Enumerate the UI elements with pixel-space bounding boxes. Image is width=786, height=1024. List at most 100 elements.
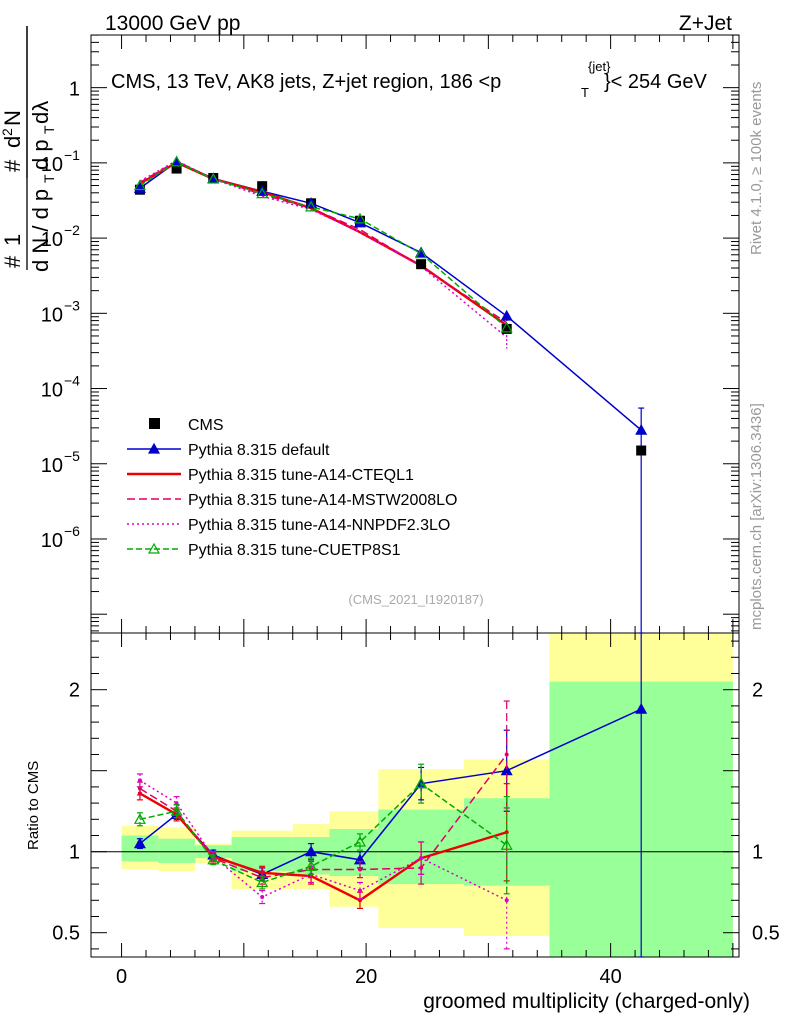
y-tick-exponent: −3 [64,297,80,313]
ratio-point [504,752,509,757]
ratio-y-tick-label: 0.5 [52,923,80,945]
main-y-axis-label: # 1 d N / d p T # d 2 N d p T dλ [0,26,57,272]
ratio-y-tick-label: 2 [69,680,80,702]
ratio-point [207,853,220,865]
svg-text:T: T [41,125,57,134]
svg-text:T: T [41,174,57,183]
x-tick-label: 20 [355,966,377,988]
ratio-point [635,702,648,714]
ratio-point [504,898,509,903]
data-point [636,445,647,456]
main-series-line [139,161,508,329]
ratio-point [170,804,183,816]
series-point [305,200,318,212]
ratio-point [174,801,179,806]
data-point [171,163,182,174]
main-series-line [139,161,642,431]
y-tick-label: 10 [41,455,63,477]
ratio-point [357,867,362,872]
ratio-point [305,860,318,871]
svg-text:#: # [0,159,25,172]
y-tick-label: 10 [41,229,63,251]
y-tick-exponent: −4 [64,373,80,389]
ratio-point [137,791,142,796]
series-point [170,155,183,167]
series-point [500,309,513,321]
main-series-line [139,159,508,338]
series-point [353,216,367,228]
legend-marker [147,442,161,454]
series-point [133,179,146,191]
main-series-line [139,160,508,324]
ratio-series-line [139,782,508,884]
ratio-point [500,838,513,850]
ratio-y-tick-label-right: 2 [752,680,763,702]
ratio-point [353,835,367,847]
svg-text:2: 2 [0,128,15,136]
title-sup: {jet} [588,59,611,74]
ratio-series [133,632,648,958]
series-point [415,247,428,259]
ratio-point [137,786,142,791]
y-tick-exponent: −2 [64,222,80,238]
ratio-point [260,895,265,900]
ratio-point [357,888,362,893]
ratio-y-tick-label: 1 [69,842,80,864]
title-sub: T [581,85,589,100]
main-series-line [139,161,508,327]
data-point [416,259,427,270]
ratio-point [256,876,269,888]
legend-label: Pythia 8.315 tune-A14-NNPDF2.3LO [188,517,450,534]
series-point [353,212,367,224]
ratio-point [357,898,362,903]
ratio-point [137,778,142,783]
x-tick-label: 40 [599,966,621,988]
svg-text:d: d [0,136,25,148]
legend-marker [147,542,161,554]
ratio-point [504,830,509,835]
legend-label: Pythia 8.315 default [188,442,330,459]
legend-label: Pythia 8.315 tune-A14-CTEQL1 [188,467,414,484]
legend-label-data: CMS [188,417,224,434]
y-tick-exponent: −6 [64,523,80,539]
main-series [133,155,648,633]
header-left: 13000 GeV pp [105,12,240,35]
ratio-point [133,837,146,849]
series-point [500,321,513,333]
svg-text:d p: d p [28,139,53,170]
ratio-y-tick-label-right: 0.5 [752,923,780,945]
title-left: CMS, 13 TeV, AK8 jets, Z+jet region, 186… [111,71,501,93]
svg-text:d N / d p: d N / d p [28,189,53,272]
ratio-point [415,777,428,789]
x-tick-label: 0 [116,966,127,988]
series-point [170,155,183,167]
legend: CMS Pythia 8.315 default Pythia 8.315 tune… [127,417,457,559]
side-rivet-label: Rivet 4.1.0, ≥ 100k events [748,82,765,255]
y-tick-label: 10 [41,154,63,176]
y-tick-label: 10 [41,304,63,326]
ratio-y-tick-label-right: 1 [752,842,763,864]
ratio-point [305,845,318,857]
legend-label: Pythia 8.315 tune-CUETP8S1 [188,542,401,559]
y-tick-label: 1 [69,79,80,101]
x-axis-label: groomed multiplicity (charged-only) [423,990,750,1013]
side-site-label: mcplots.cern.ch [arXiv:1306.3436] [748,403,765,630]
band-inner [329,829,379,876]
chart-title: CMS, 13 TeV, AK8 jets, Z+jet region, 186… [111,59,708,100]
header-right: Z+Jet [679,12,732,35]
svg-text:#: # [0,255,25,268]
data-point [501,323,512,334]
title-right: }< 254 GeV [604,71,708,93]
svg-text:N: N [0,110,25,126]
watermark: (CMS_2021_I1920187) [348,592,483,607]
ratio-point [419,856,424,861]
ratio-series-line [139,792,508,902]
y-tick-label: 10 [41,380,63,402]
y-tick-exponent: −1 [64,147,80,163]
y-tick-exponent: −5 [64,448,80,464]
ratio-point [133,813,146,824]
series-point [256,187,269,199]
series-point [635,423,648,435]
